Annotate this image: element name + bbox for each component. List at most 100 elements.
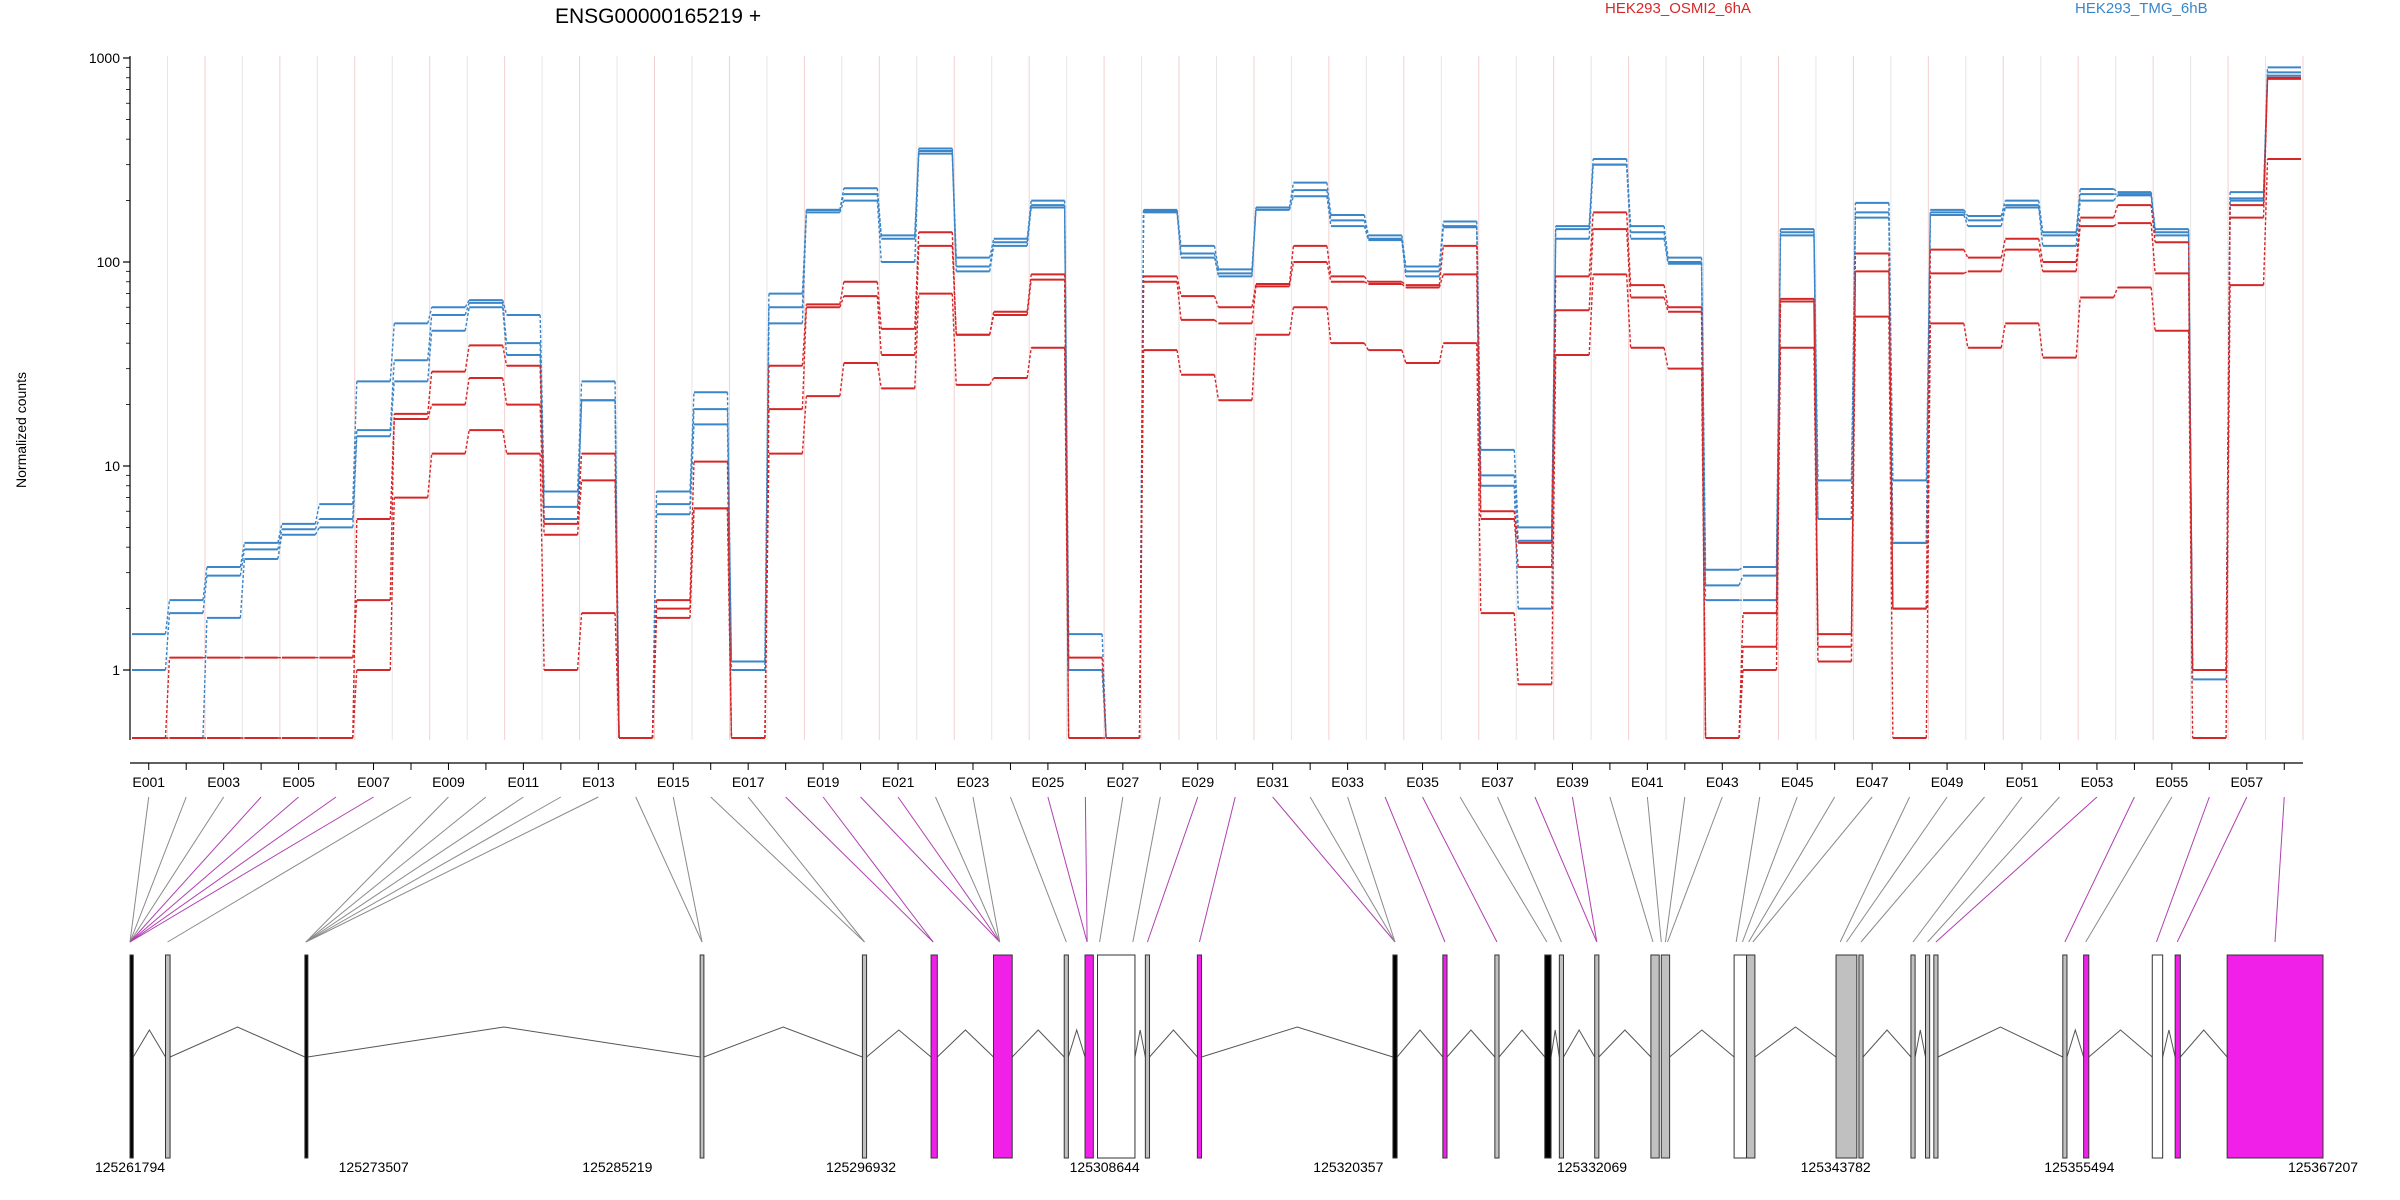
series-connector [2075, 200, 2081, 246]
series-connector [1401, 283, 1407, 289]
legend-tmg: HEK293_TMG_6hB [2075, 0, 2208, 17]
gene-exon-box [2062, 954, 2068, 1159]
exon-connector [1912, 796, 2023, 943]
series-connector [427, 314, 433, 361]
series-connector [539, 404, 545, 535]
exon-connector [672, 796, 703, 943]
series-connector [1401, 349, 1407, 364]
series-connector [2113, 287, 2119, 298]
series-connector [914, 245, 920, 356]
series-connector [164, 600, 171, 635]
series-connector [764, 453, 770, 739]
series-connector [1326, 190, 1332, 221]
x-tick-label: E001 [132, 774, 165, 790]
series-connector [1176, 212, 1182, 258]
series-connector [801, 304, 808, 366]
series-connector [2038, 238, 2044, 263]
series-connector [464, 307, 470, 331]
series-connector [1663, 232, 1669, 263]
exon-connector [305, 796, 524, 943]
intron-line [1669, 1029, 1735, 1058]
series-connector [726, 461, 733, 739]
series-connector [614, 480, 620, 739]
gene-exon-box [304, 954, 309, 1159]
series-connector [726, 424, 733, 671]
series-connector [1288, 196, 1295, 211]
series-connector [1026, 347, 1032, 379]
series-connector [726, 508, 733, 739]
exon-connector [897, 796, 1001, 943]
exon-connector [129, 796, 225, 943]
series-connector [1063, 347, 1070, 739]
series-connector [1700, 261, 1707, 586]
series-connector [1363, 225, 1370, 241]
series-connector [914, 153, 920, 263]
series-connector [464, 429, 470, 454]
series-connector [689, 392, 695, 492]
series-connector [464, 299, 470, 308]
series-connector [1963, 209, 1969, 217]
series-connector [2038, 249, 2044, 272]
gene-exon-box [992, 954, 1013, 1159]
series-connector [989, 377, 995, 386]
gene-exon-box [1392, 954, 1398, 1159]
gene-exon-box [1933, 954, 1939, 1159]
series-connector [689, 508, 695, 618]
coordinate-label: 125296932 [826, 1159, 896, 1175]
gene-exon-box [164, 954, 171, 1159]
x-tick-label: E007 [357, 774, 390, 790]
series-connector [1850, 316, 1857, 662]
series-connector [389, 497, 395, 671]
series-connector [1813, 347, 1819, 662]
intron-line [2179, 1029, 2228, 1058]
series-connector [1363, 275, 1369, 283]
x-tick-label: E041 [1631, 774, 1664, 790]
exon-connector [1571, 796, 1598, 943]
x-tick-label: E057 [2230, 774, 2263, 790]
series-connector [1738, 669, 1744, 739]
intron-line [1134, 1029, 1146, 1058]
series-connector [2075, 297, 2081, 358]
intron-line [2088, 1029, 2153, 1058]
series-connector [2075, 217, 2081, 263]
x-tick-label: E039 [1556, 774, 1589, 790]
exon-connector [1667, 796, 1723, 943]
series-connector [1251, 334, 1257, 401]
exon-connector [167, 796, 412, 943]
exon-connector [1198, 796, 1236, 943]
gene-exon-box [1063, 954, 1069, 1159]
series-connector [839, 194, 845, 211]
exon-connector [1132, 796, 1161, 943]
series-connector [1364, 281, 1369, 285]
series-connector [839, 188, 845, 211]
x-tick-label: E019 [807, 774, 840, 790]
intron-line [1563, 1029, 1596, 1058]
series-connector [1625, 229, 1632, 298]
series-connector [1438, 227, 1444, 277]
gene-exon-box [129, 954, 134, 1159]
series-connector [839, 281, 845, 305]
series-connector [1213, 257, 1220, 277]
x-tick-label: E025 [1032, 774, 1065, 790]
exon-connector [1459, 796, 1548, 943]
exon-connector [305, 796, 449, 943]
exon-connector [1384, 796, 1446, 943]
exon-connector [1646, 796, 1662, 943]
series-connector [427, 371, 433, 414]
intron-line [1396, 1029, 1444, 1058]
series-connector [1550, 310, 1557, 567]
series-connector [989, 314, 995, 335]
series-connector [2150, 223, 2156, 274]
series-connector [2038, 207, 2044, 246]
series-connector [1513, 511, 1519, 543]
series-connector [2075, 194, 2081, 236]
gene-exon-box [1494, 954, 1500, 1159]
series-connector [1213, 245, 1220, 270]
exon-connector [822, 796, 934, 943]
series-connector [2262, 77, 2269, 206]
exon-connector [1047, 796, 1088, 943]
exon-connector [129, 796, 374, 943]
intron-line [866, 1029, 932, 1058]
series-connector [1176, 349, 1182, 375]
intron-line [703, 1026, 863, 1058]
